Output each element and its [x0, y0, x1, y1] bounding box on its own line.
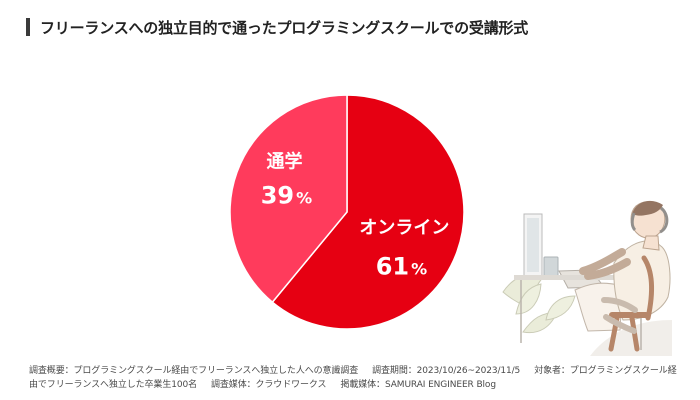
title-accent-bar — [26, 18, 30, 36]
survey-summary-text: 調査概要：プログラミングスクール経由でフリーランスへ独立した人への意識調査 — [29, 366, 359, 376]
pie-label-1: 通学 — [267, 151, 303, 173]
published-medium-text: 掲載媒体：SAMURAI ENGINEER Blog — [340, 380, 496, 390]
pie-value-unit-0: % — [411, 259, 427, 278]
survey-medium-text: 調査媒体：クラウドワークス — [211, 380, 327, 390]
footer-line-2: 由でフリーランスへ独立した卒業生100名 調査媒体：クラウドワークス 掲載媒体：SA… — [29, 378, 679, 392]
pie-label-0: オンライン — [359, 218, 449, 239]
pie-value-1: 39% — [261, 181, 312, 209]
chart-footer: 調査概要：プログラミングスクール経由でフリーランスへ独立した人への意識調査 調査期… — [29, 364, 679, 392]
pie-value-number-1: 39 — [261, 181, 294, 209]
chart-title: フリーランスへの独立目的で通ったプログラミングスクールでの受講形式 — [40, 18, 529, 37]
pie-value-unit-1: % — [296, 188, 312, 207]
pie-value-number-0: 61 — [376, 252, 409, 280]
survey-period-text: 調査期間：2023/10/26~2023/11/5 — [372, 366, 521, 376]
pie-slice-1 — [229, 94, 348, 304]
footer-line-1: 調査概要：プログラミングスクール経由でフリーランスへ独立した人への意識調査 調査期… — [29, 364, 679, 378]
pie-slice-0 — [271, 94, 465, 330]
survey-target-continuation-text: 由でフリーランスへ独立した卒業生100名 — [29, 380, 197, 390]
pie-value-0: 61% — [376, 252, 427, 280]
chart-title-row: フリーランスへの独立目的で通ったプログラミングスクールでの受講形式 — [26, 15, 686, 39]
survey-target-text: 対象者：プログラミングスクール経 — [534, 366, 677, 376]
